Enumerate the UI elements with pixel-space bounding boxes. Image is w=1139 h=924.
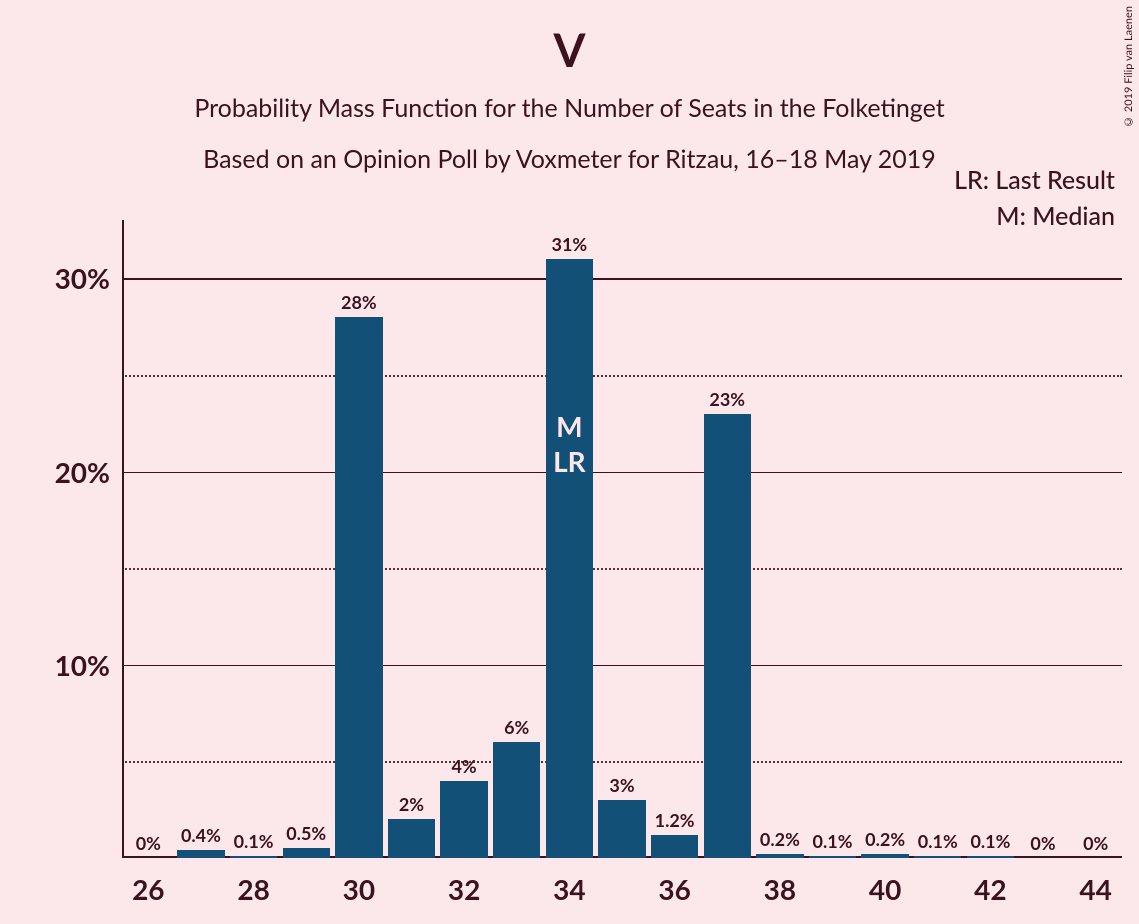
- x-tick-label: 30: [343, 872, 375, 906]
- bar-value-label: 2%: [399, 793, 424, 815]
- bar-value-label: 23%: [709, 388, 745, 410]
- gridline-minor: [122, 568, 1122, 570]
- legend-m: M: Median: [954, 201, 1115, 231]
- x-tick-label: 32: [448, 872, 480, 906]
- y-tick-label: 20%: [55, 455, 110, 489]
- y-tick-label: 30%: [55, 261, 110, 295]
- bar-value-label: 0.1%: [813, 830, 853, 852]
- legend-lr: LR: Last Result: [954, 165, 1115, 195]
- y-tick-label: 10%: [55, 648, 110, 682]
- bar-value-label: 0.2%: [760, 828, 800, 850]
- bar: 0.1%: [914, 856, 961, 858]
- x-tick-label: 40: [869, 872, 901, 906]
- bar-value-label: 3%: [609, 774, 634, 796]
- bar-value-label: 1.2%: [655, 809, 695, 831]
- bar-value-label: 6%: [504, 716, 529, 738]
- bar: 1.2%: [651, 835, 698, 858]
- chart-title: V: [0, 22, 1139, 77]
- gridline-major: [122, 278, 1122, 280]
- x-tick-label: 26: [132, 872, 164, 906]
- bar: 0.5%: [283, 848, 330, 858]
- bar: 0.2%: [756, 854, 803, 858]
- gridline-major: [122, 472, 1122, 474]
- bar-value-label: 0.1%: [234, 830, 274, 852]
- bar-value-label: 0%: [1083, 832, 1108, 854]
- bar-inner-label: MLR: [553, 409, 586, 479]
- plot-area: 10%20%30%262830323436384042440%0.4%0.1%0…: [122, 230, 1122, 858]
- x-tick-label: 28: [237, 872, 269, 906]
- bar: 0.4%: [177, 850, 224, 858]
- bar-value-label: 0.1%: [970, 830, 1010, 852]
- x-tick-label: 36: [658, 872, 690, 906]
- bar: 28%: [335, 317, 382, 858]
- title-block: V Probability Mass Function for the Numb…: [0, 0, 1139, 179]
- chart-subtitle-1: Probability Mass Function for the Number…: [0, 89, 1139, 128]
- bar-value-label: 0%: [136, 832, 161, 854]
- bar-value-label: 0.5%: [286, 822, 326, 844]
- bar-value-label: 0.1%: [918, 830, 958, 852]
- x-tick-label: 38: [764, 872, 796, 906]
- bar: 0.1%: [230, 856, 277, 858]
- bar: 0.1%: [809, 856, 856, 858]
- bar: 0.1%: [967, 856, 1014, 858]
- gridline-major: [122, 665, 1122, 667]
- bar-value-label: 0%: [1030, 832, 1055, 854]
- bar: 23%: [704, 414, 751, 858]
- x-tick-label: 34: [553, 872, 585, 906]
- bar: 3%: [598, 800, 645, 858]
- bar-value-label: 0.2%: [865, 828, 905, 850]
- bar: 31%MLR: [546, 259, 593, 858]
- bar: 4%: [440, 781, 487, 858]
- x-tick-label: 42: [974, 872, 1006, 906]
- gridline-minor: [122, 375, 1122, 377]
- x-tick-label: 44: [1079, 872, 1111, 906]
- bar-value-label: 0.4%: [181, 824, 221, 846]
- copyright: © 2019 Filip van Laenen: [1122, 6, 1135, 128]
- legend: LR: Last Result M: Median: [954, 165, 1115, 237]
- bar-value-label: 4%: [451, 755, 476, 777]
- bar-value-label: 31%: [552, 233, 588, 255]
- bar-value-label: 28%: [341, 291, 377, 313]
- gridline-minor: [122, 761, 1122, 763]
- bar: 6%: [493, 742, 540, 858]
- bar: 0.2%: [861, 854, 908, 858]
- bar: 2%: [388, 819, 435, 858]
